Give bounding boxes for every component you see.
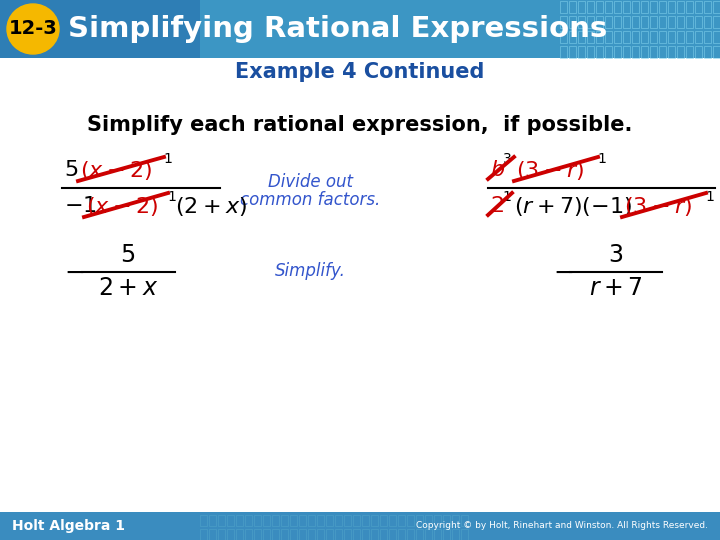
Text: $3$: $3$ — [502, 152, 512, 166]
Text: $5$: $5$ — [120, 243, 135, 267]
Text: Divide out: Divide out — [268, 173, 353, 191]
Text: Copyright © by Holt, Rinehart and Winston. All Rights Reserved.: Copyright © by Holt, Rinehart and Winsto… — [416, 522, 708, 530]
Text: Holt Algebra 1: Holt Algebra 1 — [12, 519, 125, 533]
Text: $(r + 7)(-1)$: $(r + 7)(-1)$ — [514, 194, 632, 218]
FancyBboxPatch shape — [0, 0, 720, 58]
Text: $(3 - r)$: $(3 - r)$ — [624, 194, 692, 218]
Text: $(x - 2)$: $(x - 2)$ — [80, 159, 152, 181]
Text: Simplifying Rational Expressions: Simplifying Rational Expressions — [68, 15, 607, 43]
Text: $r + 7$: $r + 7$ — [589, 276, 643, 300]
Text: $-$: $-$ — [553, 260, 573, 284]
Text: 12-3: 12-3 — [9, 19, 58, 38]
Text: Simplify.: Simplify. — [274, 262, 346, 280]
Text: $(3 - r)$: $(3 - r)$ — [516, 159, 584, 181]
Text: $-1$: $-1$ — [64, 196, 96, 216]
Text: $3$: $3$ — [608, 243, 624, 267]
Text: $5$: $5$ — [64, 160, 78, 180]
FancyBboxPatch shape — [200, 0, 720, 58]
Text: $1$: $1$ — [705, 190, 715, 204]
Text: $-$: $-$ — [64, 260, 84, 284]
Text: common factors.: common factors. — [240, 191, 380, 209]
Text: $2$: $2$ — [490, 196, 504, 216]
Text: $1$: $1$ — [167, 190, 176, 204]
Ellipse shape — [7, 4, 59, 54]
Text: Example 4 Continued: Example 4 Continued — [235, 62, 485, 82]
FancyBboxPatch shape — [0, 512, 720, 540]
Text: $1$: $1$ — [597, 152, 607, 166]
Text: $(2 + x)$: $(2 + x)$ — [175, 194, 247, 218]
Text: $2 + x$: $2 + x$ — [98, 276, 158, 300]
Text: $b$: $b$ — [490, 160, 505, 180]
Text: $1$: $1$ — [163, 152, 173, 166]
Text: $1$: $1$ — [502, 190, 512, 204]
Text: $(x - 2)$: $(x - 2)$ — [86, 194, 158, 218]
Text: Simplify each rational expression,  if possible.: Simplify each rational expression, if po… — [87, 115, 633, 135]
